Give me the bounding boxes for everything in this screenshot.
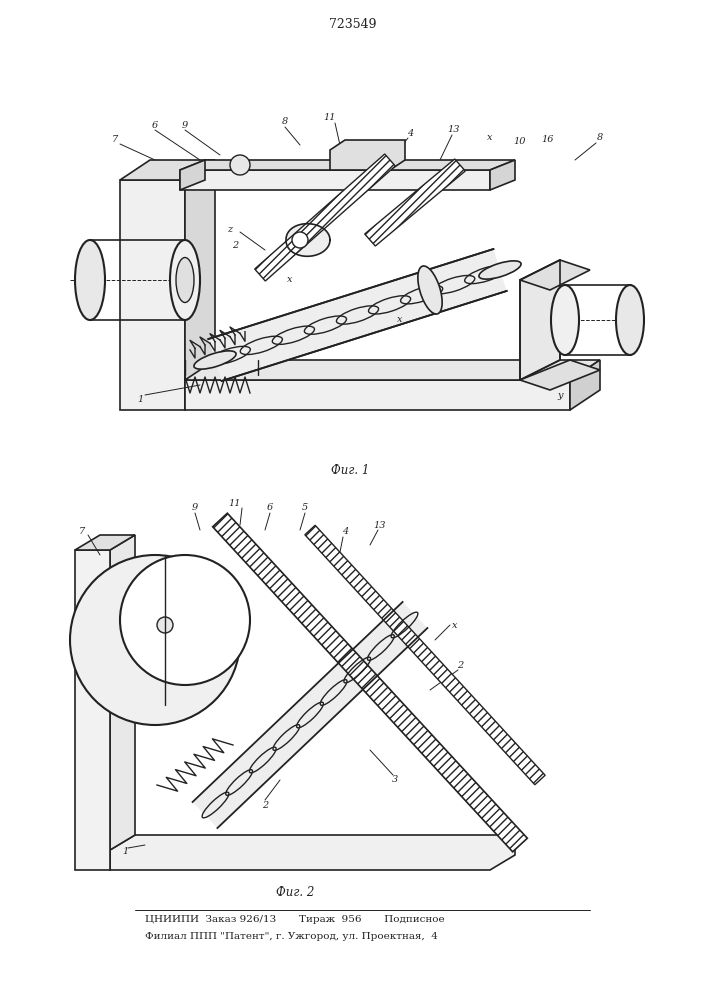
Text: 11: 11 <box>229 498 241 508</box>
Polygon shape <box>570 360 600 410</box>
Text: 13: 13 <box>448 125 460 134</box>
Text: 16: 16 <box>542 135 554 144</box>
Ellipse shape <box>194 351 236 369</box>
Ellipse shape <box>551 285 579 355</box>
Text: x: x <box>287 275 293 284</box>
Text: 2: 2 <box>262 800 268 810</box>
Text: 9: 9 <box>182 120 188 129</box>
Polygon shape <box>365 159 465 246</box>
Polygon shape <box>213 513 527 852</box>
Text: 8: 8 <box>597 133 603 142</box>
Text: 2: 2 <box>232 240 238 249</box>
Polygon shape <box>185 360 600 380</box>
Ellipse shape <box>176 257 194 302</box>
Text: ЦНИИПИ  Заказ 926/13       Тираж  956       Подписное: ЦНИИПИ Заказ 926/13 Тираж 956 Подписное <box>145 915 445 924</box>
Polygon shape <box>185 380 570 410</box>
Polygon shape <box>305 525 545 785</box>
Circle shape <box>70 555 240 725</box>
Polygon shape <box>185 160 215 410</box>
Polygon shape <box>110 535 135 870</box>
Polygon shape <box>255 154 395 281</box>
Text: z: z <box>228 226 233 234</box>
Text: 1: 1 <box>137 395 143 404</box>
Text: 2: 2 <box>622 296 628 304</box>
Ellipse shape <box>479 261 521 279</box>
Polygon shape <box>120 160 215 180</box>
Polygon shape <box>490 160 515 190</box>
Polygon shape <box>75 550 110 870</box>
Text: 10: 10 <box>514 137 526 146</box>
Text: 4: 4 <box>407 128 413 137</box>
Circle shape <box>292 232 308 248</box>
Text: x: x <box>487 133 493 142</box>
Ellipse shape <box>418 266 442 314</box>
Text: 8: 8 <box>282 117 288 126</box>
Polygon shape <box>520 360 600 390</box>
Polygon shape <box>330 140 405 170</box>
Text: 9: 9 <box>192 504 198 512</box>
Polygon shape <box>209 249 507 381</box>
Polygon shape <box>520 260 590 290</box>
Text: 11: 11 <box>324 113 337 122</box>
Text: 1: 1 <box>122 848 128 856</box>
Text: 2: 2 <box>457 660 463 670</box>
Text: 5: 5 <box>302 504 308 512</box>
Polygon shape <box>520 260 560 380</box>
Ellipse shape <box>616 285 644 355</box>
Text: 13: 13 <box>374 520 386 530</box>
Text: Филиал ППП "Патент", г. Ужгород, ул. Проектная,  4: Филиал ППП "Патент", г. Ужгород, ул. Про… <box>145 932 438 941</box>
Text: 6: 6 <box>267 504 273 512</box>
Text: 3: 3 <box>392 776 398 784</box>
Circle shape <box>157 617 173 633</box>
Polygon shape <box>180 160 205 190</box>
Text: 723549: 723549 <box>329 18 377 31</box>
Polygon shape <box>75 535 135 550</box>
Polygon shape <box>180 170 490 190</box>
Polygon shape <box>192 602 428 828</box>
Text: x: x <box>452 620 457 630</box>
Text: 7: 7 <box>112 135 118 144</box>
Circle shape <box>230 155 250 175</box>
Text: x: x <box>397 316 403 324</box>
Text: y: y <box>557 390 563 399</box>
Polygon shape <box>180 160 515 170</box>
Text: 7: 7 <box>79 528 85 536</box>
Text: Фиг. 1: Фиг. 1 <box>331 464 369 477</box>
Polygon shape <box>110 835 515 870</box>
Text: 4: 4 <box>342 528 348 536</box>
Text: 6: 6 <box>152 120 158 129</box>
Ellipse shape <box>170 240 200 320</box>
Polygon shape <box>286 224 330 256</box>
Polygon shape <box>120 180 185 410</box>
Text: Фиг. 2: Фиг. 2 <box>276 886 314 898</box>
Ellipse shape <box>75 240 105 320</box>
Circle shape <box>120 555 250 685</box>
